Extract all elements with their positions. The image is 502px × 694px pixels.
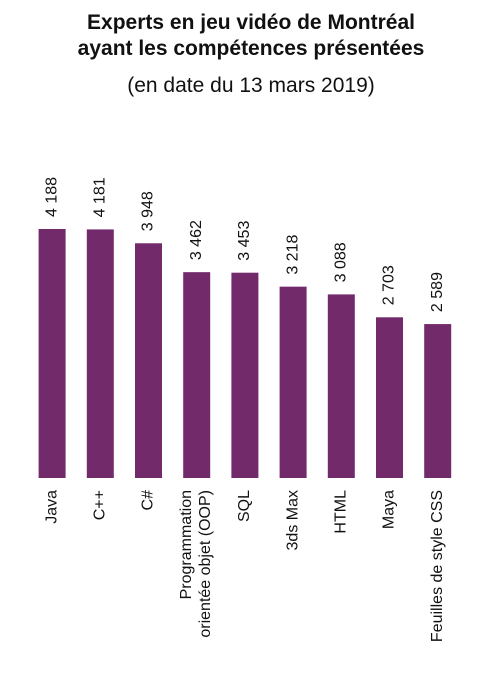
x-tick-label: Maya bbox=[381, 490, 398, 529]
chart-subtitle: (en date du 13 mars 2019) bbox=[127, 74, 375, 97]
bar bbox=[231, 272, 259, 478]
bar bbox=[376, 317, 403, 478]
value-label: 2 589 bbox=[429, 272, 446, 312]
value-label: 3 462 bbox=[188, 220, 205, 260]
bar bbox=[327, 294, 355, 478]
bar bbox=[135, 243, 162, 478]
chart-title: Experts en jeu vidéo de Montréal ayant le… bbox=[78, 11, 425, 60]
x-tick-label: Java bbox=[43, 490, 60, 524]
bar bbox=[38, 229, 66, 478]
bar bbox=[86, 229, 114, 478]
value-label: 2 703 bbox=[381, 265, 398, 305]
x-tick-label: Feuilles de style CSS bbox=[429, 490, 446, 642]
x-tick-label: 3ds Max bbox=[284, 490, 301, 550]
x-tick-label: HTML bbox=[333, 490, 350, 534]
bar bbox=[279, 286, 307, 478]
x-tick-label: C++ bbox=[92, 490, 109, 520]
value-label: 3 218 bbox=[284, 235, 301, 275]
value-label: 3 453 bbox=[236, 221, 253, 261]
value-label: 3 088 bbox=[333, 242, 350, 282]
value-label: 4 188 bbox=[43, 177, 60, 217]
x-tick-label: SQL bbox=[236, 490, 253, 522]
x-tick-label: Programmation orientée objet (OOP) bbox=[178, 490, 214, 638]
value-label: 3 948 bbox=[140, 191, 157, 231]
x-tick-label: C# bbox=[140, 490, 157, 511]
bar bbox=[183, 272, 211, 478]
value-label: 4 181 bbox=[92, 177, 109, 217]
bar bbox=[424, 324, 452, 478]
